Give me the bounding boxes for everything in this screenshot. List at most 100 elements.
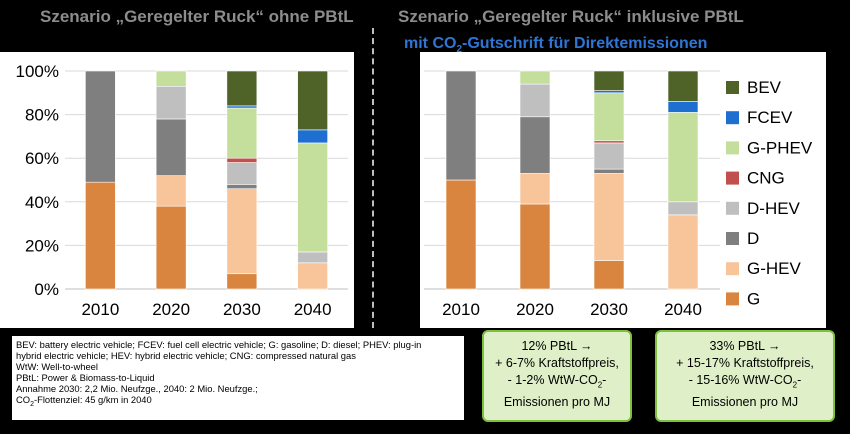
legend-swatch-g-phev <box>726 141 739 155</box>
bar-segment-g-phev-2030 <box>226 107 258 159</box>
callout-line: Emissionen pro MJ <box>691 394 799 409</box>
bar-segment-d-2020 <box>155 118 187 176</box>
legend-label-d-hev: D-HEV <box>747 199 801 218</box>
bar-segment-d-2030 <box>593 168 625 174</box>
callout-subscript: 2 <box>597 380 603 390</box>
legend-swatch-fcev <box>726 111 739 125</box>
legend-swatch-d-hev <box>726 201 739 215</box>
subtitle-text-end: -Gutschrift für Direktemissionen <box>462 35 708 52</box>
callout-text-end: - <box>602 373 607 387</box>
callout-2030: 12% PBtL → + 6-7% Kraftstoffpreis, - 1-2… <box>482 330 632 422</box>
callout-line: 33% PBtL → <box>709 339 781 353</box>
bar-segment-g-2020 <box>155 205 187 290</box>
note-line: Annahme 2030: 2,2 Mio. Neufzge., 2040: 2… <box>16 383 258 394</box>
bar-segment-d-hev-2020 <box>519 83 551 118</box>
bar-segment-g-hev-2020 <box>519 173 551 205</box>
bar-segment-g-phev-2040 <box>667 112 699 203</box>
callout-line: - 1-2% WtW-CO2- <box>484 372 630 394</box>
legend-label-g-hev: G-HEV <box>747 259 802 278</box>
note-line: WtW: Well-to-wheel <box>16 361 98 372</box>
x-tick-label: 2030 <box>590 300 628 319</box>
left-stacked-bar-chart: 0% 20% 40% 60% 80% 100% 2010 2020 2030 2040 <box>16 62 348 319</box>
legend-label-d: D <box>747 229 759 248</box>
bar-segment-g-phev-2020 <box>155 70 187 87</box>
y-tick-label: 0% <box>34 280 59 299</box>
bar-segment-bev-2040 <box>667 70 699 102</box>
note-text: CO <box>16 394 31 405</box>
bar-segment-d-hev-2040 <box>297 251 328 264</box>
note-line: hybrid electric vehicle; HEV: hybrid ele… <box>16 350 356 361</box>
bar-segment-g-phev-2030 <box>593 92 625 142</box>
right-chart-panel: 2010 2020 2030 2040 BEV FCEV G-PHEV CNG D-HEV D G-… <box>420 52 826 328</box>
bar-segment-g-2030 <box>226 273 258 290</box>
bar-segment-d-hev-2040 <box>667 201 699 216</box>
y-tick-label: 60% <box>25 149 59 168</box>
callout-line: - 15-16% WtW-CO2- <box>657 372 833 394</box>
y-tick-label: 80% <box>25 106 59 125</box>
bar-segment-cng-2030 <box>226 157 258 163</box>
callout-text: - 15-16% WtW-CO <box>688 373 793 387</box>
right-chart-title: Szenario „Geregelter Ruck“ inklusive PBt… <box>398 7 744 26</box>
abbreviations-note: BEV: battery electric vehicle; FCEV: fue… <box>12 336 464 420</box>
legend-label-fcev: FCEV <box>747 108 793 127</box>
bar-segment-fcev-2040 <box>297 129 328 144</box>
y-tick-label: 20% <box>25 236 59 255</box>
y-tick-label: 40% <box>25 193 59 212</box>
scenario-divider <box>372 28 374 328</box>
note-line: CO2-Flottenziel: 45 g/km in 2040 <box>16 394 460 410</box>
bar-segment-d-hev-2030 <box>226 162 258 185</box>
legend-swatch-d <box>726 232 739 245</box>
bar-segment-g-hev-2020 <box>155 175 187 207</box>
x-tick-label: 2020 <box>516 300 554 319</box>
x-tick-label: 2020 <box>152 300 190 319</box>
bar-segment-d-hev-2020 <box>155 85 187 120</box>
bar-segment-fcev-2030 <box>593 90 625 94</box>
bar-segment-bev-2030 <box>226 70 258 107</box>
legend-swatch-bev <box>726 81 739 94</box>
bar-segment-g-hev-2040 <box>297 262 328 290</box>
note-text-end: -Flottenziel: 45 g/km in 2040 <box>33 394 152 405</box>
left-chart-panel: 0% 20% 40% 60% 80% 100% 2010 2020 2030 2040 <box>0 52 354 328</box>
bar-segment-g-hev-2040 <box>667 214 699 290</box>
x-tick-label: 2010 <box>442 300 480 319</box>
callout-line: Emissionen pro MJ <box>503 394 611 409</box>
x-tick-label: 2010 <box>81 300 119 319</box>
callout-text: - 1-2% WtW-CO <box>507 373 598 387</box>
bar-segment-bev-2030 <box>593 70 625 91</box>
bar-segment-fcev-2040 <box>667 101 699 113</box>
legend-swatch-cng <box>726 171 739 185</box>
y-tick-label: 100% <box>16 62 59 81</box>
left-chart-title: Szenario „Geregelter Ruck“ ohne PBtL <box>40 7 354 26</box>
bar-segment-d-hev-2030 <box>593 142 625 170</box>
x-tick-label: 2040 <box>664 300 702 319</box>
bar-segment-cng-2030 <box>593 140 625 144</box>
legend-swatch-g <box>726 292 739 306</box>
legend-label-cng: CNG <box>747 169 785 188</box>
bar-segment-g-2010 <box>85 181 116 290</box>
legend-label-bev: BEV <box>747 78 782 97</box>
bar-segment-d-2010 <box>445 70 477 181</box>
bar-segment-g-2030 <box>593 260 625 290</box>
bar-segment-g-2010 <box>445 179 477 290</box>
subtitle-text: mit CO <box>404 35 457 52</box>
callout-text-end: - <box>797 373 802 387</box>
bar-segment-d-2030 <box>226 184 258 190</box>
callout-2040: 33% PBtL → + 15-17% Kraftstoffpreis, - 1… <box>655 330 835 422</box>
callout-line: + 15-17% Kraftstoffpreis, <box>676 356 814 370</box>
legend-label-g-phev: G-PHEV <box>747 138 813 157</box>
bar-segment-g-hev-2030 <box>226 188 258 275</box>
note-line: PBtL: Power & Biomass-to-Liquid <box>16 372 155 383</box>
bar-segment-g-hev-2030 <box>593 173 625 261</box>
right-chart-subtitle: mit CO2-Gutschrift für Direktemissionen <box>404 35 707 55</box>
note-line: BEV: battery electric vehicle; FCEV: fue… <box>16 339 422 350</box>
legend-label-g: G <box>747 289 760 308</box>
bar-segment-g-phev-2020 <box>519 70 551 85</box>
callout-line: 12% PBtL → <box>521 339 593 353</box>
bar-segment-g-2020 <box>519 203 551 290</box>
callout-line: + 6-7% Kraftstoffpreis, <box>495 356 619 370</box>
subtitle-subscript: 2 <box>456 44 463 56</box>
note-subscript: 2 <box>30 400 34 408</box>
bar-segment-d-2010 <box>85 70 116 183</box>
legend-swatch-g-hev <box>726 262 739 276</box>
bar-segment-g-phev-2040 <box>297 142 328 253</box>
